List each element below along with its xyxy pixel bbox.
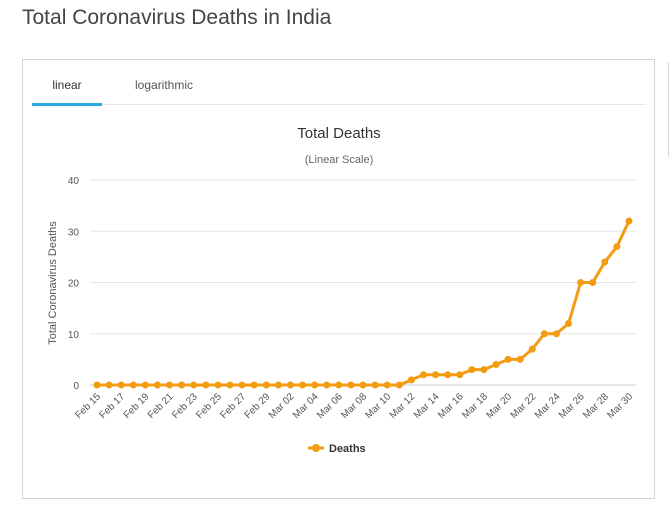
side-divider [668,62,669,157]
tab-linear-label: linear [52,78,82,92]
chart-panel: linear logarithmic [22,59,655,499]
page-title: Total Coronavirus Deaths in India [22,6,332,29]
tab-logarithmic[interactable]: logarithmic [135,78,193,104]
tab-linear[interactable]: linear [32,78,102,106]
tab-logarithmic-label: logarithmic [135,78,194,92]
scale-tabs: linear logarithmic [32,60,646,106]
active-tab-indicator [32,103,102,106]
